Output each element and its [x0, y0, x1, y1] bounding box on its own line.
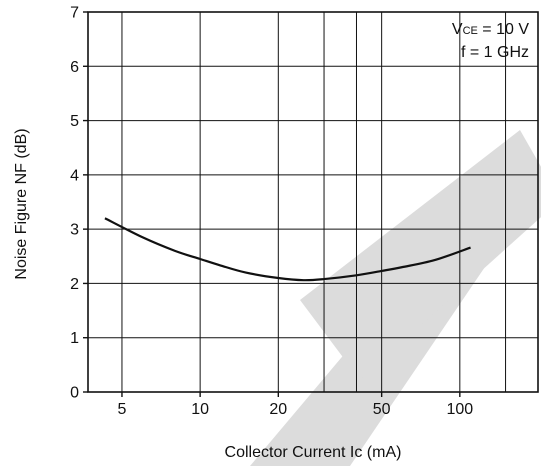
x-tick-label: 10: [191, 401, 209, 418]
condition-vce-value: = 10 V: [478, 21, 529, 38]
x-tick-label: 20: [269, 401, 287, 418]
x-axis-title: Collector Current Ic (mA): [225, 444, 402, 461]
watermark: [250, 130, 541, 466]
y-tick-label: 3: [70, 222, 79, 239]
y-tick-label: 6: [70, 59, 79, 76]
y-axis-title: Noise Figure NF (dB): [13, 128, 30, 279]
series-line-noise-figure: [104, 217, 471, 282]
y-tick-label: 7: [70, 5, 79, 22]
grid: [88, 11, 538, 393]
condition-frequency: f = 1 GHz: [461, 44, 529, 61]
condition-vce: VCE = 10 V: [452, 21, 529, 38]
y-tick-label: 5: [70, 113, 79, 130]
condition-vce-subscript: CE: [463, 25, 478, 37]
tick-marks: [83, 11, 461, 397]
plot-frame: [87, 11, 539, 393]
x-tick-label: 50: [373, 401, 391, 418]
x-tick-label: 100: [446, 401, 473, 418]
x-tick-labels: 5 10 20 50 100: [118, 401, 474, 418]
y-tick-label: 4: [70, 167, 79, 184]
y-tick-label: 1: [70, 330, 79, 347]
condition-vce-prefix: V: [452, 21, 463, 38]
y-tick-label: 0: [70, 385, 79, 402]
x-tick-label: 5: [118, 401, 127, 418]
y-tick-labels: 0 1 2 3 4 5 6 7: [70, 5, 79, 402]
y-tick-label: 2: [70, 276, 79, 293]
